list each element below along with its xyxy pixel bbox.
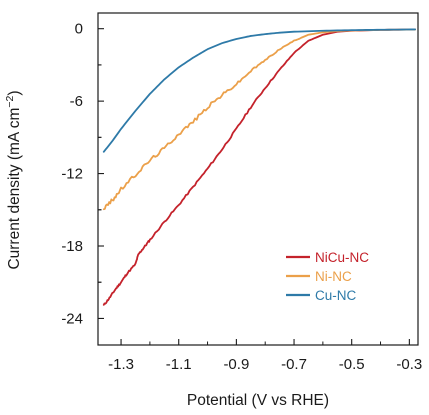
- x-tick-label: -0.3: [396, 356, 422, 373]
- y-tick-label: -12: [61, 166, 83, 183]
- legend-label: NiCu-NC: [315, 250, 369, 265]
- y-tick-label: -6: [70, 93, 83, 110]
- plot-area: [97, 12, 419, 346]
- x-axis-label: Potential (V vs RHE): [187, 392, 329, 409]
- x-tick-label: -0.9: [223, 356, 249, 373]
- y-axis-label-superscript: −2: [4, 95, 16, 107]
- series-layer: [102, 28, 417, 306]
- y-axis-label-close: ): [6, 90, 23, 95]
- plot-frame: [97, 12, 419, 346]
- x-tick-label: -0.5: [339, 356, 365, 373]
- x-tick-label: -0.7: [281, 356, 307, 373]
- y-tick-label: 0: [75, 21, 83, 38]
- y-tick-label: -24: [61, 310, 83, 327]
- series-line-nicu-nc: [102, 28, 417, 306]
- legend: NiCu-NC Ni-NC Cu-NC: [286, 250, 369, 303]
- y-tick-label: -18: [61, 238, 83, 255]
- series-line-cu-nc: [102, 28, 417, 153]
- axes-layer: -1.3 -1.1 -0.9 -0.7 -0.5 -0.3 0 -6 -12 -18 -24: [61, 21, 422, 373]
- y-axis-label: Current density (mA cm−2): [4, 90, 23, 269]
- x-tick-label: -1.1: [166, 356, 192, 373]
- legend-label: Ni-NC: [315, 269, 352, 284]
- y-axis-label-main: Current density (mA cm: [6, 108, 23, 270]
- x-tick-label: -1.3: [108, 356, 134, 373]
- series-line-ni-nc: [102, 28, 417, 211]
- legend-label: Cu-NC: [315, 288, 357, 303]
